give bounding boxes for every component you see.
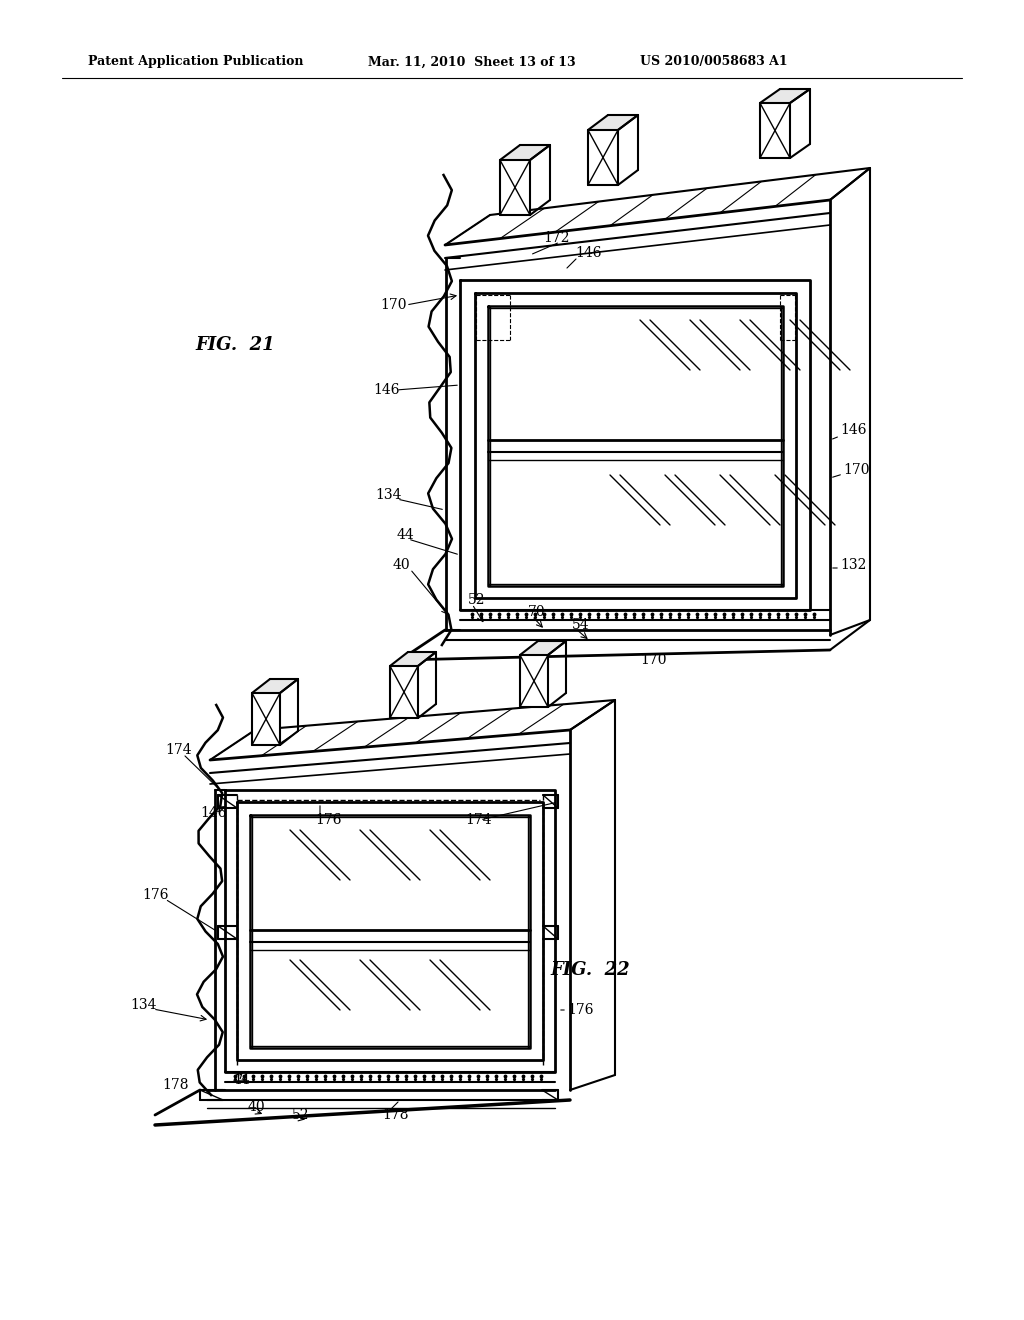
Polygon shape <box>252 693 280 744</box>
Text: 174: 174 <box>465 813 492 828</box>
Text: 40: 40 <box>393 558 411 572</box>
Polygon shape <box>760 103 790 158</box>
Polygon shape <box>760 88 810 103</box>
Text: FIG.  22: FIG. 22 <box>550 961 630 979</box>
Text: 132: 132 <box>840 558 866 572</box>
Polygon shape <box>200 730 570 1090</box>
Text: 176: 176 <box>567 1003 594 1016</box>
Text: 54: 54 <box>572 618 590 632</box>
Text: 178: 178 <box>382 1107 409 1122</box>
Polygon shape <box>500 160 530 215</box>
Text: 170: 170 <box>640 653 667 667</box>
Text: 146: 146 <box>200 807 226 820</box>
Text: 174: 174 <box>165 743 191 756</box>
Text: 170: 170 <box>380 298 407 312</box>
Text: 146: 146 <box>575 246 601 260</box>
Polygon shape <box>390 652 436 667</box>
Polygon shape <box>390 667 418 718</box>
Text: 52: 52 <box>468 593 485 607</box>
Text: 178: 178 <box>162 1078 188 1092</box>
Text: 52: 52 <box>292 1107 309 1122</box>
Text: Patent Application Publication: Patent Application Publication <box>88 55 303 69</box>
Text: 176: 176 <box>142 888 169 902</box>
Polygon shape <box>520 642 566 655</box>
Text: FIG.  21: FIG. 21 <box>195 337 274 354</box>
Text: 134: 134 <box>375 488 401 502</box>
Text: 146: 146 <box>373 383 399 397</box>
Text: 170: 170 <box>843 463 869 477</box>
Text: 146: 146 <box>840 422 866 437</box>
Polygon shape <box>500 145 550 160</box>
Polygon shape <box>445 201 830 630</box>
Polygon shape <box>588 129 618 185</box>
Text: 40: 40 <box>248 1100 265 1114</box>
Text: 70: 70 <box>528 605 546 619</box>
Text: 44: 44 <box>233 1073 251 1086</box>
Text: 44: 44 <box>397 528 415 543</box>
Text: 134: 134 <box>130 998 157 1012</box>
Text: Mar. 11, 2010  Sheet 13 of 13: Mar. 11, 2010 Sheet 13 of 13 <box>368 55 575 69</box>
Polygon shape <box>252 678 298 693</box>
Text: 172: 172 <box>543 231 569 246</box>
Text: US 2010/0058683 A1: US 2010/0058683 A1 <box>640 55 787 69</box>
Polygon shape <box>520 655 548 708</box>
Polygon shape <box>588 115 638 129</box>
Text: 176: 176 <box>315 813 341 828</box>
